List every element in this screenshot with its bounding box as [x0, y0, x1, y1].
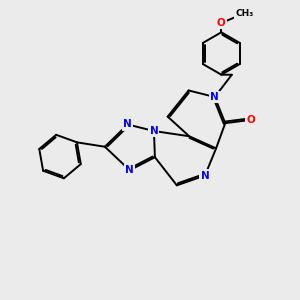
Text: N: N: [125, 165, 134, 175]
Text: N: N: [123, 119, 132, 130]
Text: N: N: [201, 170, 209, 181]
Text: N: N: [150, 126, 158, 136]
Text: O: O: [217, 18, 226, 28]
Text: CH₃: CH₃: [235, 9, 253, 18]
Text: N: N: [210, 92, 219, 102]
Text: O: O: [246, 115, 255, 125]
